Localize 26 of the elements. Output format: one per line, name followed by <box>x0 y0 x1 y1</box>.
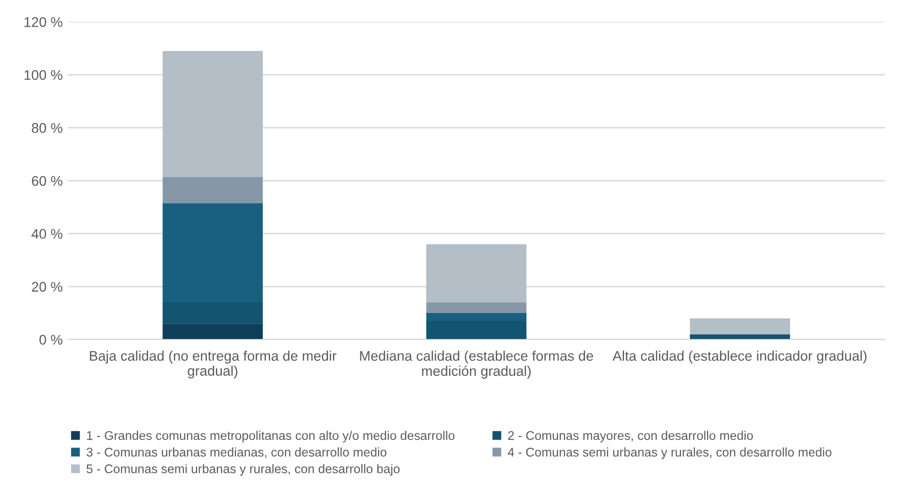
y-tick-label: 120 % <box>24 17 62 27</box>
bar <box>426 313 526 321</box>
y-tick-label: 80 % <box>32 123 62 133</box>
bar <box>162 302 263 324</box>
x-tick-label: Alta calidad (establece indicador gradual) <box>612 350 866 364</box>
legend-label: 5 - Comunas semi urbanas y rurales, con desarrollo bajo <box>86 464 400 476</box>
y-tick-label: 60 % <box>32 176 62 186</box>
bar <box>426 244 526 302</box>
bar <box>162 50 263 177</box>
legend-label: 1 - Grandes comunas metropolitanas con alto y/o medio desarrollo <box>87 430 454 442</box>
x-tick-label: Mediana calidad (establece formas de medición gradual) <box>360 350 594 379</box>
y-tick-label: 0 % <box>39 334 62 345</box>
x-tick-label: Baja calidad (no entrega forma de medir gradual) <box>90 350 336 379</box>
bar <box>162 176 263 204</box>
bar <box>426 302 526 314</box>
y-tick-label: 100 % <box>24 70 62 80</box>
bar <box>690 334 790 340</box>
legend-label: 2 - Comunas mayores, con desarrollo medio <box>508 430 753 442</box>
legend-label: 3 - Comunas urbanas medianas, con desarrollo medio <box>86 447 386 458</box>
bar <box>690 318 790 334</box>
bar <box>426 320 526 340</box>
bar <box>162 324 263 340</box>
y-tick-label: 40 % <box>32 228 62 239</box>
legend-label: 4 - Comunas semi urbanas y rurales, con desarrollo medio <box>508 447 832 460</box>
y-tick-label: 20 % <box>32 282 62 292</box>
bar <box>162 203 263 302</box>
